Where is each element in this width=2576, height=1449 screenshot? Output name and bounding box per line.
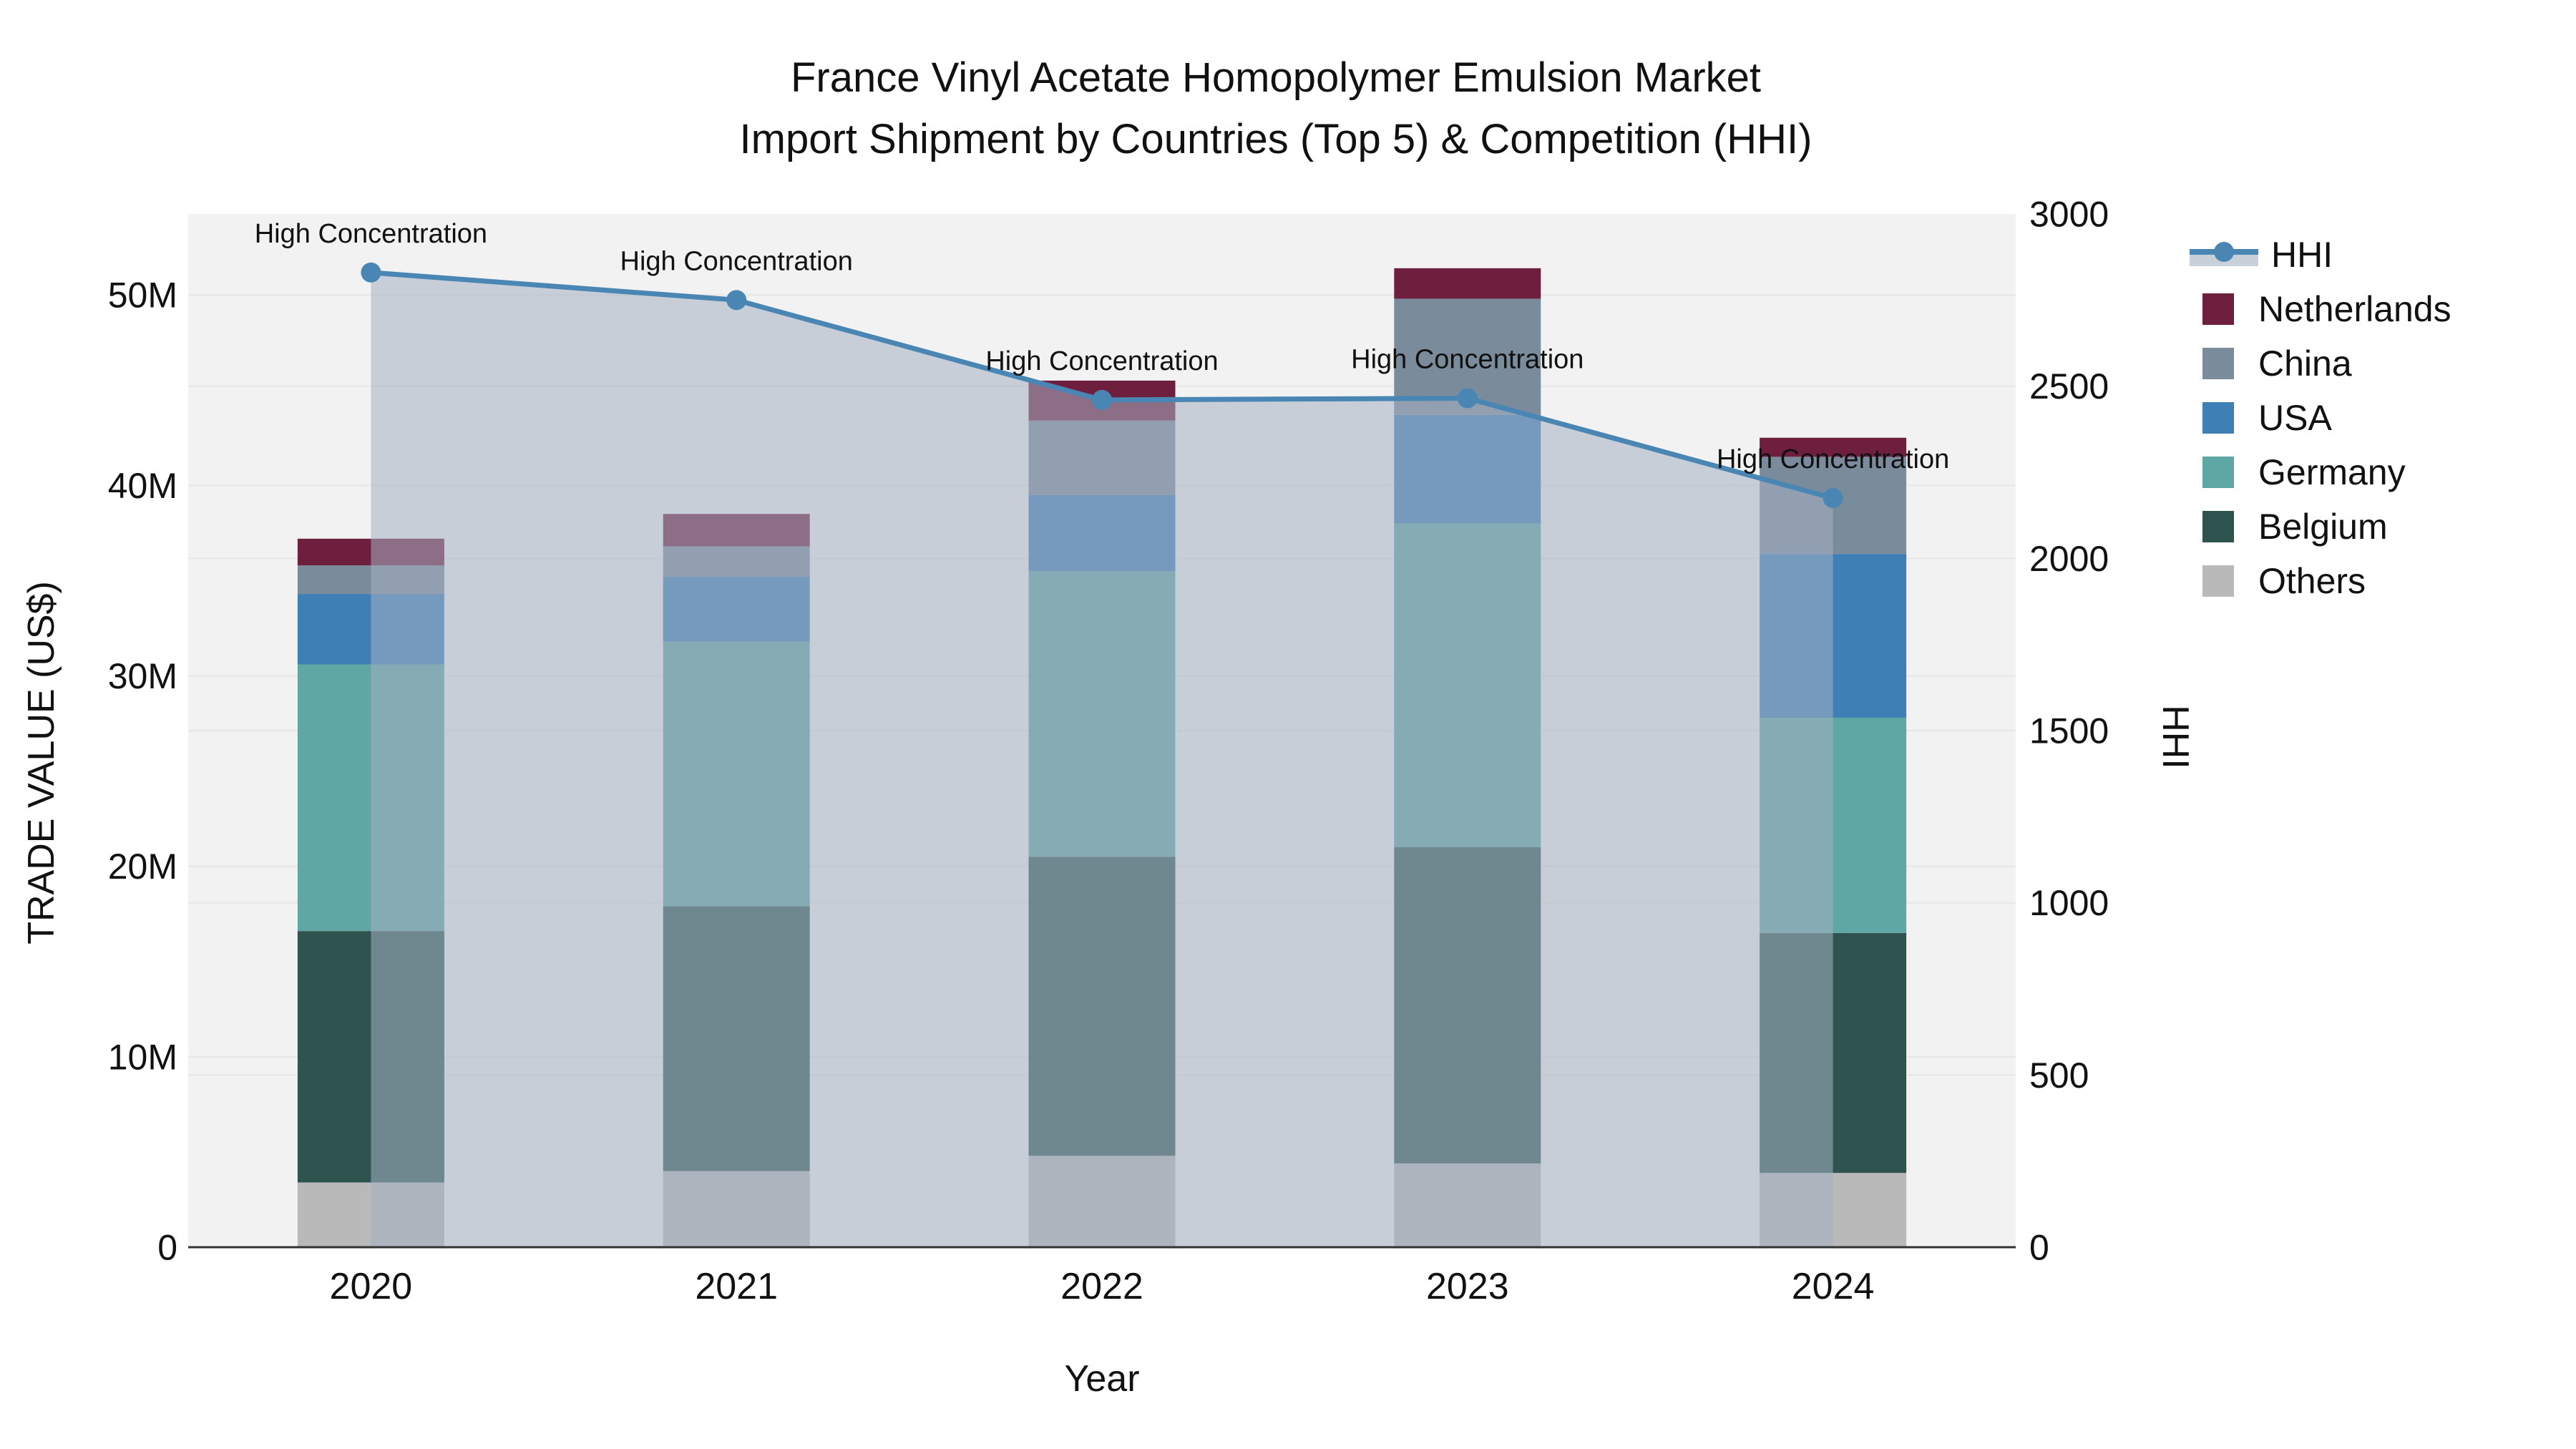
x-tick-label-2023: 2023 bbox=[1426, 1266, 1509, 1307]
annotation-high-concentration-2021: High Concentration bbox=[620, 246, 853, 276]
hhi-marker-2024 bbox=[1823, 488, 1843, 509]
legend-label: Belgium bbox=[2258, 507, 2388, 547]
hhi-marker-2021 bbox=[726, 290, 747, 311]
y-left-tick-label: 10M bbox=[108, 1037, 177, 1077]
chart-title: France Vinyl Acetate Homopolymer Emulsio… bbox=[0, 47, 2552, 170]
legend-label: China bbox=[2258, 343, 2352, 384]
y-right-tick-label: 3000 bbox=[2029, 195, 2109, 235]
others-swatch-icon bbox=[2202, 565, 2234, 597]
legend-label: HHI bbox=[2271, 235, 2333, 275]
y-right-tick-label: 1000 bbox=[2029, 883, 2109, 923]
x-tick-label-2021: 2021 bbox=[695, 1266, 778, 1307]
x-tick-label-2024: 2024 bbox=[1792, 1266, 1875, 1307]
x-tick-label-2022: 2022 bbox=[1060, 1266, 1143, 1307]
y-left-tick-label: 30M bbox=[108, 656, 177, 696]
hhi-marker-2023 bbox=[1457, 388, 1478, 409]
y-left-tick-label: 50M bbox=[108, 275, 177, 316]
y-right-tick-label: 1500 bbox=[2029, 711, 2109, 751]
y-left-axis-title: TRADE VALUE (US$) bbox=[21, 581, 62, 945]
legend-item-netherlands[interactable]: Netherlands bbox=[2202, 282, 2451, 336]
bar-segment-netherlands-2024 bbox=[1760, 437, 1907, 457]
hhi-marker-2020 bbox=[361, 262, 381, 283]
y-right-tick-label: 2000 bbox=[2029, 539, 2109, 579]
chart-title-line1: France Vinyl Acetate Homopolymer Emulsio… bbox=[790, 54, 1762, 101]
legend-item-china[interactable]: China bbox=[2202, 336, 2451, 391]
legend-label: Others bbox=[2258, 561, 2366, 601]
x-axis-title: Year bbox=[1064, 1358, 1140, 1400]
annotation-high-concentration-2020: High Concentration bbox=[255, 219, 487, 249]
legend-label: USA bbox=[2258, 398, 2332, 438]
annotation-high-concentration-2023: High Concentration bbox=[1351, 345, 1584, 375]
hhi-line-swatch-icon bbox=[2190, 239, 2258, 270]
belgium-swatch-icon bbox=[2202, 511, 2234, 542]
y-right-tick-label: 2500 bbox=[2029, 366, 2109, 406]
legend-item-hhi[interactable]: HHI bbox=[2190, 228, 2451, 282]
y-right-tick-label: 0 bbox=[2029, 1228, 2049, 1268]
x-tick-label-2020: 2020 bbox=[330, 1266, 413, 1307]
bar-segment-netherlands-2023 bbox=[1394, 268, 1541, 299]
hhi-area-fill bbox=[371, 272, 1833, 1247]
china-swatch-icon bbox=[2202, 348, 2234, 379]
annotation-high-concentration-2022: High Concentration bbox=[985, 346, 1218, 376]
hhi-marker-2022 bbox=[1092, 389, 1112, 410]
y-left-tick-label: 0 bbox=[157, 1228, 177, 1268]
y-left-tick-label: 20M bbox=[108, 847, 177, 887]
legend-item-belgium[interactable]: Belgium bbox=[2202, 499, 2451, 554]
netherlands-swatch-icon bbox=[2202, 293, 2234, 325]
legend-item-others[interactable]: Others bbox=[2202, 554, 2451, 608]
y-right-tick-label: 500 bbox=[2029, 1055, 2089, 1096]
legend-item-usa[interactable]: USA bbox=[2202, 391, 2451, 445]
legend-item-germany[interactable]: Germany bbox=[2202, 445, 2451, 499]
legend-label: Germany bbox=[2258, 452, 2406, 492]
chart-title-line2: Import Shipment by Countries (Top 5) & C… bbox=[739, 116, 1813, 162]
y-left-tick-label: 40M bbox=[108, 466, 177, 506]
legend: HHI Netherlands China USA Germany Belgium Othe… bbox=[2190, 228, 2451, 608]
germany-swatch-icon bbox=[2202, 457, 2234, 488]
y-right-axis-title: HHI bbox=[2155, 705, 2196, 769]
legend-label: Netherlands bbox=[2258, 289, 2451, 329]
usa-swatch-icon bbox=[2202, 402, 2234, 434]
annotation-high-concentration-2024: High Concentration bbox=[1717, 444, 1949, 474]
